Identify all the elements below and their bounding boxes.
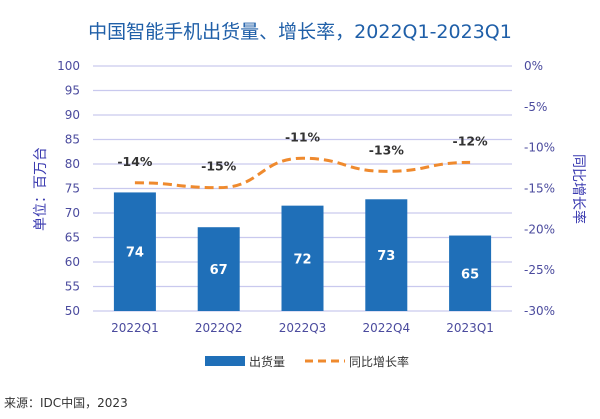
x-tick-label: 2022Q3 [279, 321, 327, 335]
legend-bar-swatch [205, 356, 245, 366]
chart-title: 中国智能手机出货量、增长率，2022Q1-2023Q1 [88, 21, 512, 43]
bar [113, 192, 156, 311]
bar-data-label: 72 [293, 252, 311, 267]
bar [365, 199, 408, 311]
y2-tick-label: -25% [524, 263, 555, 277]
y-tick-label: 80 [65, 157, 80, 171]
y-tick-label: 95 [65, 84, 80, 98]
line-data-label: -15% [201, 159, 237, 174]
bar-data-label: 67 [210, 263, 228, 278]
x-tick-label: 2022Q1 [111, 321, 159, 335]
y-tick-label: 55 [65, 280, 80, 294]
bar-data-label: 73 [377, 249, 395, 264]
y-tick-label: 65 [65, 231, 80, 245]
bar [449, 235, 492, 311]
y-tick-label: 70 [65, 206, 80, 220]
y-tick-label: 85 [65, 133, 80, 147]
source-note: 来源：IDC中国，2023 [4, 395, 128, 410]
legend-label: 同比增长率 [349, 354, 409, 369]
legend-label: 出货量 [249, 354, 285, 369]
x-tick-label: 2022Q2 [195, 321, 243, 335]
bar [197, 227, 240, 311]
bar-data-label: 74 [126, 246, 144, 261]
x-tick-label: 2022Q4 [362, 321, 410, 335]
y-tick-label: 60 [65, 255, 80, 269]
y2-tick-label: -30% [524, 304, 555, 318]
line-data-label: -13% [369, 142, 405, 157]
y2-tick-label: 0% [524, 59, 543, 73]
y-tick-label: 50 [65, 304, 80, 318]
y-axis-label: 单位：百万台 [33, 147, 49, 231]
bar [281, 205, 324, 311]
y-tick-label: 90 [65, 108, 80, 122]
growth-line [134, 156, 471, 190]
y2-tick-label: -15% [524, 182, 555, 196]
bar-data-label: 65 [461, 267, 479, 282]
line-data-label: -14% [117, 154, 153, 169]
x-tick-label: 2023Q1 [446, 321, 494, 335]
y2-tick-label: -10% [524, 141, 555, 155]
y2-tick-label: -20% [524, 222, 555, 236]
line-data-label: -11% [285, 129, 321, 144]
y2-tick-label: -5% [524, 100, 547, 114]
y-tick-label: 100 [57, 59, 80, 73]
line-data-label: -12% [453, 133, 489, 148]
y2-axis-label: 同比增长率 [570, 154, 587, 224]
y-tick-label: 75 [65, 182, 80, 196]
